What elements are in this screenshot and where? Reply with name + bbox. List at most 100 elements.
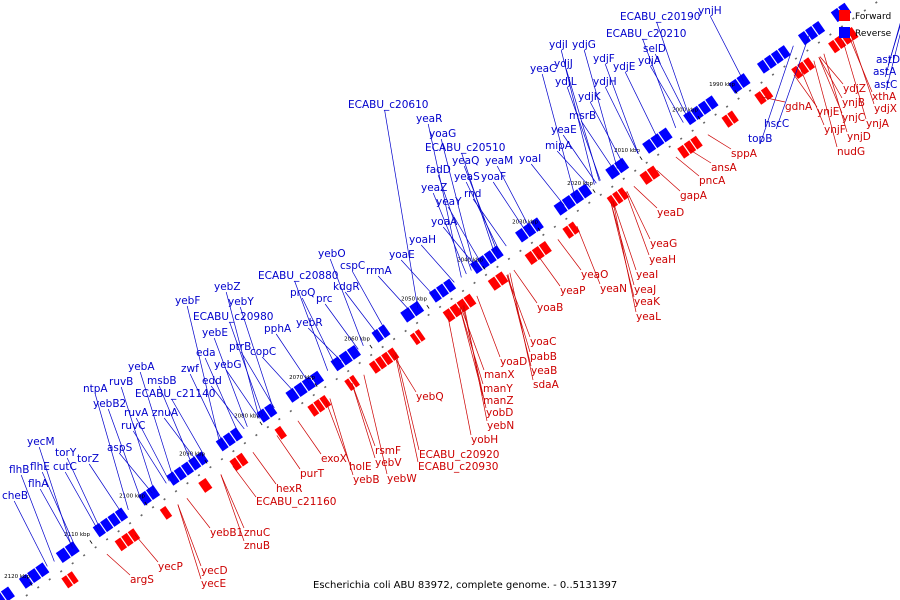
reverse-gene-leader [624, 71, 659, 141]
scale-tick-mark [29, 582, 33, 586]
reverse-gene-leader [496, 165, 531, 230]
forward-gene-block [381, 351, 394, 366]
scale-tick-mark [592, 189, 596, 193]
reverse-gene-block [229, 427, 243, 442]
reverse-gene-label: copC [250, 346, 276, 358]
forward-gene-block [375, 356, 388, 370]
reverse-gene-leader [604, 86, 639, 155]
reverse-gene-label: ECABU_c20190 [620, 11, 700, 23]
forward-gene-leader [610, 202, 635, 286]
reverse-gene-label: ynjH [698, 5, 722, 17]
scale-tick-label: 2050 kbp [401, 297, 427, 303]
forward-gene-block [344, 378, 356, 391]
forward-gene-label: exoX [321, 453, 347, 465]
reverse-gene-leader [120, 386, 155, 492]
scale-tick-mark [204, 459, 208, 464]
forward-gene-leader [329, 398, 354, 476]
reverse-gene-label: yebZ [214, 281, 241, 293]
reverse-gene-label: ECABU_c21140 [135, 388, 215, 400]
forward-gene-label: yeaD [657, 207, 684, 219]
reverse-gene-block [797, 30, 811, 46]
reverse-gene-leader [885, 33, 900, 91]
reverse-gene-leader [186, 305, 221, 446]
reverse-gene-block [515, 228, 529, 243]
reverse-gene-leader [541, 73, 576, 198]
reverse-gene-leader [566, 86, 601, 181]
forward-gene-label: yoaB [537, 302, 563, 314]
forward-gene-label: yebQ [416, 391, 444, 403]
reverse-gene-leader [709, 15, 744, 81]
forward-gene-leader [220, 474, 245, 529]
reverse-gene-leader [163, 417, 198, 462]
reverse-gene-leader [294, 280, 329, 371]
forward-gene-leader [447, 316, 472, 436]
reverse-gene-leader [465, 181, 500, 252]
reverse-gene-leader [107, 408, 142, 501]
forward-gene-label: manY [483, 383, 513, 395]
forward-gene-label: yoaC [530, 336, 556, 348]
reverse-gene-leader [204, 357, 239, 434]
forward-gene-leader [459, 307, 484, 385]
forward-gene-block [456, 298, 470, 313]
reverse-gene-label: yeaR [416, 113, 442, 125]
forward-gene-label: gapA [680, 190, 708, 202]
reverse-gene-label: yoaA [431, 216, 458, 228]
forward-gene-block [368, 360, 381, 374]
reverse-gene-block [443, 278, 457, 293]
reverse-gene-label: flhA [28, 478, 49, 490]
forward-gene-label: yeaK [634, 296, 661, 308]
scale-tick-label: 2000 kbp [672, 108, 698, 114]
forward-gene-leader [276, 435, 301, 470]
reverse-gene-leader [580, 120, 615, 171]
reverse-gene-leader [432, 192, 467, 275]
reverse-gene-leader [275, 333, 310, 384]
forward-gene-label: yeaH [649, 254, 676, 266]
forward-gene-leader [220, 474, 245, 542]
reverse-gene-label: ydjE [613, 61, 635, 73]
forward-gene-block [319, 394, 332, 409]
reverse-gene-label: proQ [290, 287, 315, 299]
forward-gene-label: ynjD [847, 131, 871, 143]
forward-gene-leader [819, 56, 844, 85]
forward-gene-leader [576, 225, 601, 285]
reverse-gene-leader [562, 134, 597, 184]
forward-gene-label: ynjF [824, 124, 846, 136]
forward-gene-label: rsmF [375, 445, 401, 457]
forward-gene-label: yebB [353, 474, 380, 486]
reverse-gene-block [578, 183, 593, 199]
reverse-gene-block [409, 300, 425, 317]
forward-gene-leader [460, 306, 485, 371]
reverse-gene-label: hscC [764, 118, 789, 130]
forward-gene-block [562, 225, 575, 239]
reverse-gene-label: pphA [264, 323, 292, 335]
reverse-gene-block [285, 387, 300, 403]
reverse-gene-label: yebG [214, 359, 241, 371]
reverse-gene-label: flhB [9, 464, 29, 476]
reverse-gene-leader [41, 471, 76, 547]
reverse-gene-leader [447, 206, 482, 264]
reverse-gene-leader [64, 471, 99, 531]
forward-gene-label: yeaJ [634, 284, 656, 296]
forward-gene-leader [625, 191, 650, 256]
forward-gene-leader [325, 401, 350, 463]
scale-tick-mark [369, 344, 373, 349]
reverse-gene-leader [39, 488, 74, 549]
forward-gene-label: ynjA [866, 118, 890, 130]
forward-gene-leader [813, 60, 838, 148]
reverse-gene-label: torY [55, 447, 77, 459]
reverse-gene-label: yebO [318, 248, 346, 260]
reverse-gene-label: selD [643, 43, 666, 55]
forward-gene-block [487, 276, 502, 291]
reverse-gene-leader [66, 457, 101, 530]
forward-gene-block [690, 135, 703, 150]
forward-gene-leader [761, 96, 786, 103]
forward-gene-leader [842, 40, 867, 120]
forward-gene-label: ynjC [842, 112, 865, 124]
reverse-gene-label: ydjG [572, 39, 596, 51]
scale-tick-mark [734, 90, 738, 94]
forward-gene-leader [536, 253, 561, 287]
reverse-gene-block [476, 255, 490, 270]
forward-gene-label: yeaB [531, 365, 557, 377]
forward-gene-block [198, 477, 213, 493]
reverse-gene-block [770, 49, 784, 64]
